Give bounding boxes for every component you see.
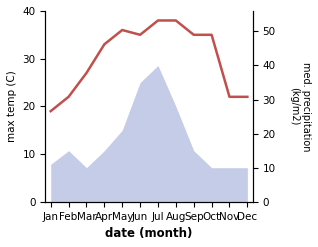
- Y-axis label: max temp (C): max temp (C): [7, 70, 17, 142]
- X-axis label: date (month): date (month): [105, 227, 193, 240]
- Y-axis label: med. precipitation
(kg/m2): med. precipitation (kg/m2): [289, 62, 311, 151]
